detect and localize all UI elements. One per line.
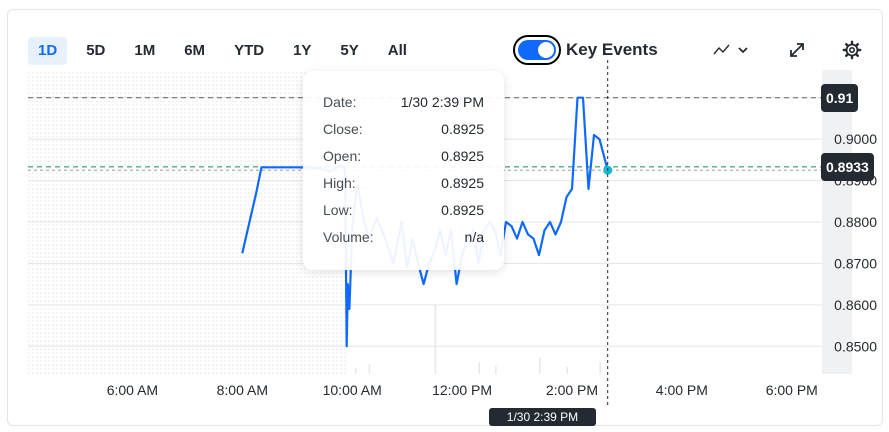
current-price-tag: 0.8933 — [821, 152, 874, 181]
volume-bar — [566, 367, 568, 374]
range-tab-1y[interactable]: 1Y — [283, 37, 321, 65]
volume-bars — [354, 304, 601, 374]
x-tick-label: 6:00 AM — [107, 382, 158, 398]
crosshair-date-tag: 1/30 2:39 PM — [489, 408, 596, 426]
tooltip-value: 0.8925 — [441, 174, 484, 191]
volume-bar — [539, 358, 541, 374]
y-tick-label: 0.8700 — [834, 255, 877, 271]
volume-bar — [495, 366, 497, 374]
chart-type-button[interactable] — [711, 38, 751, 62]
tooltip-row-low: Low: 0.8925 — [323, 196, 484, 223]
x-tick-label: 8:00 AM — [217, 382, 268, 398]
range-tab-5d[interactable]: 5D — [76, 37, 115, 65]
tooltip-row-date: Date: 1/30 2:39 PM — [323, 88, 484, 115]
tooltip-label: Open: — [323, 147, 362, 164]
volume-bar — [599, 362, 601, 374]
range-tab-5y[interactable]: 5Y — [330, 37, 368, 65]
range-selector: 1D 5D 1M 6M YTD 1Y 5Y All — [28, 36, 426, 66]
tooltip-row-open: Open: 0.8925 — [323, 142, 484, 169]
volume-bar — [354, 368, 357, 374]
tooltip-value: 0.8925 — [441, 147, 484, 164]
volume-bar — [368, 364, 371, 374]
volume-bar — [478, 362, 481, 374]
tooltip-value: 0.8925 — [441, 201, 484, 218]
tooltip-label: Low: — [323, 201, 353, 218]
chart-type-icon — [713, 44, 748, 55]
x-tick-label: 4:00 PM — [656, 382, 708, 398]
x-axis-ticks: 6:00 AM 8:00 AM 10:00 AM 12:00 PM 2:00 PM 4:0… — [107, 382, 818, 398]
y-tick-label: 0.9000 — [834, 131, 877, 147]
tooltip-label: Volume: — [323, 228, 374, 245]
expand-icon — [790, 43, 804, 57]
range-tab-all[interactable]: All — [378, 37, 417, 65]
y-axis-background — [822, 70, 852, 374]
previous-close-tag: 0.91 — [821, 83, 859, 112]
expand-button[interactable] — [785, 38, 809, 62]
range-tab-ytd[interactable]: YTD — [224, 37, 274, 65]
x-tick-label: 6:00 PM — [766, 382, 818, 398]
y-tick-label: 0.8800 — [834, 214, 877, 230]
toggle-track — [518, 40, 556, 60]
tooltip-value: 1/30 2:39 PM — [400, 93, 484, 110]
tooltip-label: Close: — [323, 120, 363, 137]
data-tooltip: Date: 1/30 2:39 PM Close: 0.8925 Open: 0.89… — [303, 71, 504, 270]
gear-icon — [842, 40, 862, 60]
x-tick-label: 10:00 AM — [323, 382, 382, 398]
y-tick-label: 0.8500 — [834, 338, 877, 354]
range-tab-6m[interactable]: 6M — [174, 37, 215, 65]
volume-bar — [434, 304, 437, 374]
toggle-knob — [538, 42, 554, 58]
range-tab-1d[interactable]: 1D — [28, 37, 68, 65]
settings-button[interactable] — [840, 38, 864, 62]
y-tick-label: 0.8600 — [834, 297, 877, 313]
range-tab-1m[interactable]: 1M — [124, 37, 165, 65]
tooltip-row-close: Close: 0.8925 — [323, 115, 484, 142]
key-events-label: Key Events — [566, 40, 658, 59]
x-tick-label: 12:00 PM — [432, 382, 492, 398]
key-events-toggle[interactable] — [513, 35, 561, 65]
tooltip-row-high: High: 0.8925 — [323, 169, 484, 196]
tooltip-label: Date: — [323, 93, 357, 110]
tooltip-row-volume: Volume: n/a — [323, 223, 484, 250]
chevron-down-icon — [738, 47, 748, 54]
tooltip-value: 0.8925 — [441, 120, 484, 137]
x-tick-label: 2:00 PM — [546, 382, 598, 398]
tooltip-value: n/a — [464, 228, 484, 245]
tooltip-label: High: — [323, 174, 356, 191]
